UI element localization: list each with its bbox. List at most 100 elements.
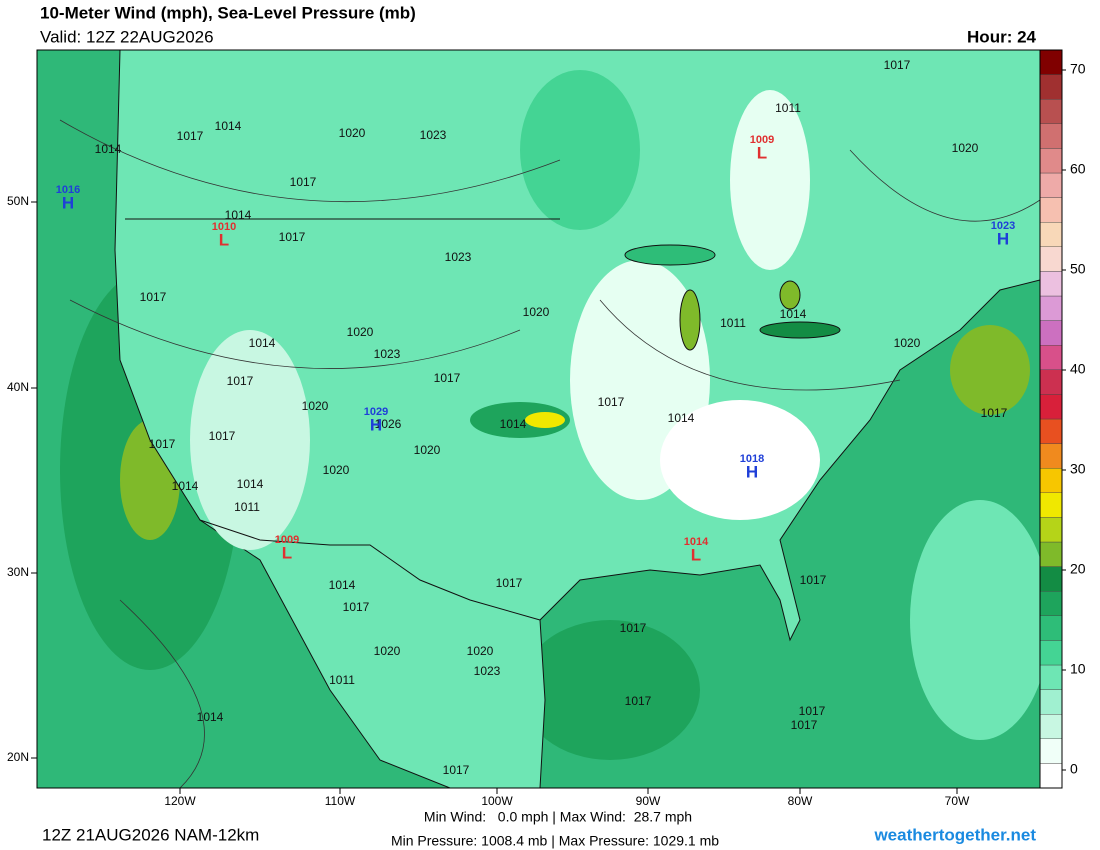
isobar-label: 1011: [329, 673, 355, 687]
field: [730, 90, 810, 270]
colorbar-segment: [1039, 738, 1063, 764]
colorbar-label: 10: [1070, 661, 1086, 677]
isobar-label: 1017: [799, 704, 826, 718]
isobar-label: 1020: [523, 305, 550, 319]
isobar-label: 1014: [329, 578, 356, 592]
lon-label: 70W: [945, 794, 970, 808]
lat-label: 40N: [7, 380, 29, 394]
border: [199, 519, 541, 621]
colorbar-label: 0: [1070, 761, 1078, 777]
isobar-label: 1017: [884, 58, 911, 72]
model-run: 12Z 21AUG2026 NAM-12km: [42, 825, 259, 844]
colorbar-segment: [1039, 369, 1063, 395]
field: [470, 402, 570, 438]
colorbar-label: 70: [1070, 61, 1086, 77]
colorbar-segment: [1039, 541, 1063, 567]
isobar-label: 1020: [374, 644, 401, 658]
lake: [759, 321, 841, 339]
isobar-label: 1017: [434, 371, 461, 385]
isobar-label: 1017: [149, 437, 176, 451]
colorbar-label: 50: [1070, 261, 1086, 277]
isobar-label: 1017: [343, 600, 370, 614]
isobar-label: 1020: [467, 644, 494, 658]
lat-label: 20N: [7, 750, 29, 764]
center-pressure: 1009: [750, 134, 774, 146]
pressure-range: Min Pressure: 1008.4 mb | Max Pressure: …: [391, 833, 719, 849]
isobar-label: 1014: [237, 477, 264, 491]
isobar-label: 1020: [347, 325, 374, 339]
colorbar-segment: [1039, 49, 1063, 75]
isobar-label: 1017: [620, 621, 647, 635]
isobar-label: 1017: [177, 129, 204, 143]
isobar-label: 1023: [445, 250, 472, 264]
isobar-label: 1023: [420, 128, 447, 142]
colorbar-label: 30: [1070, 461, 1086, 477]
isobar-label: 1014: [95, 142, 122, 156]
colorbar-segment: [1039, 640, 1063, 666]
colorbar-segment: [1039, 320, 1063, 346]
isobar-label: 1020: [414, 443, 441, 457]
isobar-label: 1023: [374, 347, 401, 361]
center-letter: L: [219, 230, 229, 249]
lake: [624, 244, 716, 266]
colorbar-segment: [1039, 246, 1063, 272]
colorbar-segment: [1039, 443, 1063, 469]
center-pressure: 1009: [275, 534, 299, 546]
colorbar-segment: [1039, 418, 1063, 444]
center-pressure: 1018: [740, 453, 764, 465]
colorbar-segment: [1039, 763, 1063, 789]
field: [520, 70, 640, 230]
center-letter: L: [282, 543, 292, 562]
center-letter: L: [757, 143, 767, 162]
isobar-label: 1017: [981, 406, 1008, 420]
center-letter: L: [691, 545, 701, 564]
colorbar-segment: [1039, 394, 1063, 420]
lon-label: 110W: [325, 794, 356, 808]
isobar-label: 1017: [598, 395, 625, 409]
isobar-label: 1020: [894, 336, 921, 350]
isobar-label: 1017: [800, 573, 827, 587]
isobar-label: 1011: [720, 316, 746, 330]
isobar-label: 1017: [290, 175, 317, 189]
lon-label: 100W: [481, 794, 513, 808]
colorbar-segment: [1039, 714, 1063, 740]
colorbar-segment: [1039, 591, 1063, 617]
isobar-label: 1020: [302, 399, 329, 413]
lat-label: 30N: [7, 565, 29, 579]
lat-label: 50N: [7, 194, 29, 208]
isobar-label: 1020: [339, 126, 366, 140]
lon-label: 90W: [636, 794, 661, 808]
valid-time: Valid: 12Z 22AUG2026: [40, 27, 214, 46]
isobar-label: 1017: [443, 763, 470, 777]
isobar-label: 1014: [668, 411, 695, 425]
isobar-label: 1017: [140, 290, 167, 304]
wind-range: Min Wind: 0.0 mph | Max Wind: 28.7 mph: [424, 809, 692, 825]
colorbar-label: 20: [1070, 561, 1086, 577]
colorbar-segment: [1039, 148, 1063, 174]
colorbar-label: 60: [1070, 161, 1086, 177]
center-pressure: 1029: [364, 406, 388, 418]
isobar-label: 1011: [775, 101, 801, 115]
isobar-line: [59, 119, 1040, 788]
colorbar-segment: [1039, 74, 1063, 100]
isobar-label: 1014: [249, 336, 276, 350]
colorbar-segment: [1039, 172, 1063, 198]
field: [525, 412, 565, 428]
colorbar-segment: [1039, 345, 1063, 371]
colorbar-segment: [1039, 98, 1063, 124]
field: [950, 325, 1030, 415]
center-pressure: 1023: [991, 220, 1015, 232]
title: 10-Meter Wind (mph), Sea-Level Pressure …: [40, 3, 416, 22]
isobar-label: 1023: [474, 664, 501, 678]
colorbar-segment: [1039, 468, 1063, 494]
center-letter: H: [62, 193, 74, 212]
isobar-label: 1017: [227, 374, 254, 388]
isobar-label: 1014: [215, 119, 242, 133]
isobar-label: 1014: [780, 307, 807, 321]
colorbar-segment: [1039, 123, 1063, 149]
isobar-label: 1014: [197, 710, 224, 724]
colorbar-segment: [1039, 517, 1063, 543]
field: [520, 620, 700, 760]
